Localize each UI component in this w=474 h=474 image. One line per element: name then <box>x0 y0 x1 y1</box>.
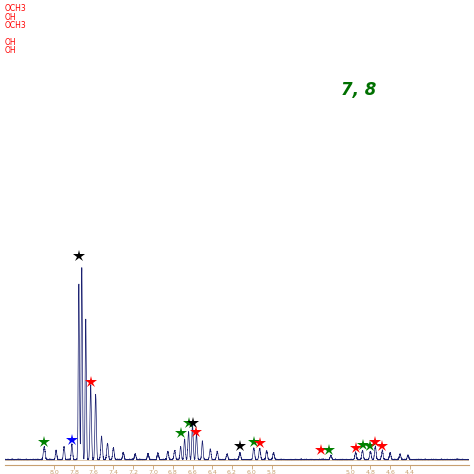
Text: OCH3: OCH3 <box>5 4 27 12</box>
Text: OCH3: OCH3 <box>5 21 27 30</box>
Text: 7, 8: 7, 8 <box>341 81 377 99</box>
Text: OH: OH <box>5 13 17 22</box>
Text: OH: OH <box>5 38 17 47</box>
Text: OH: OH <box>5 46 17 55</box>
